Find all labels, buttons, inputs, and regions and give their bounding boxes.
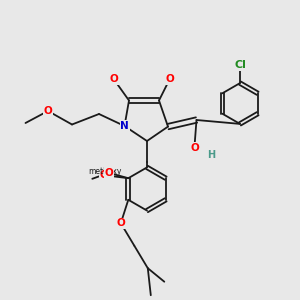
Text: methoxy: methoxy bbox=[88, 167, 121, 176]
Text: O: O bbox=[44, 106, 52, 116]
Text: O: O bbox=[165, 74, 174, 85]
Text: O: O bbox=[110, 74, 118, 85]
Text: O: O bbox=[104, 168, 113, 178]
Text: O: O bbox=[190, 142, 199, 153]
Text: O: O bbox=[100, 170, 109, 180]
Text: H: H bbox=[207, 150, 215, 160]
Text: Cl: Cl bbox=[234, 60, 246, 70]
Text: N: N bbox=[120, 121, 129, 131]
Text: O: O bbox=[116, 218, 125, 228]
